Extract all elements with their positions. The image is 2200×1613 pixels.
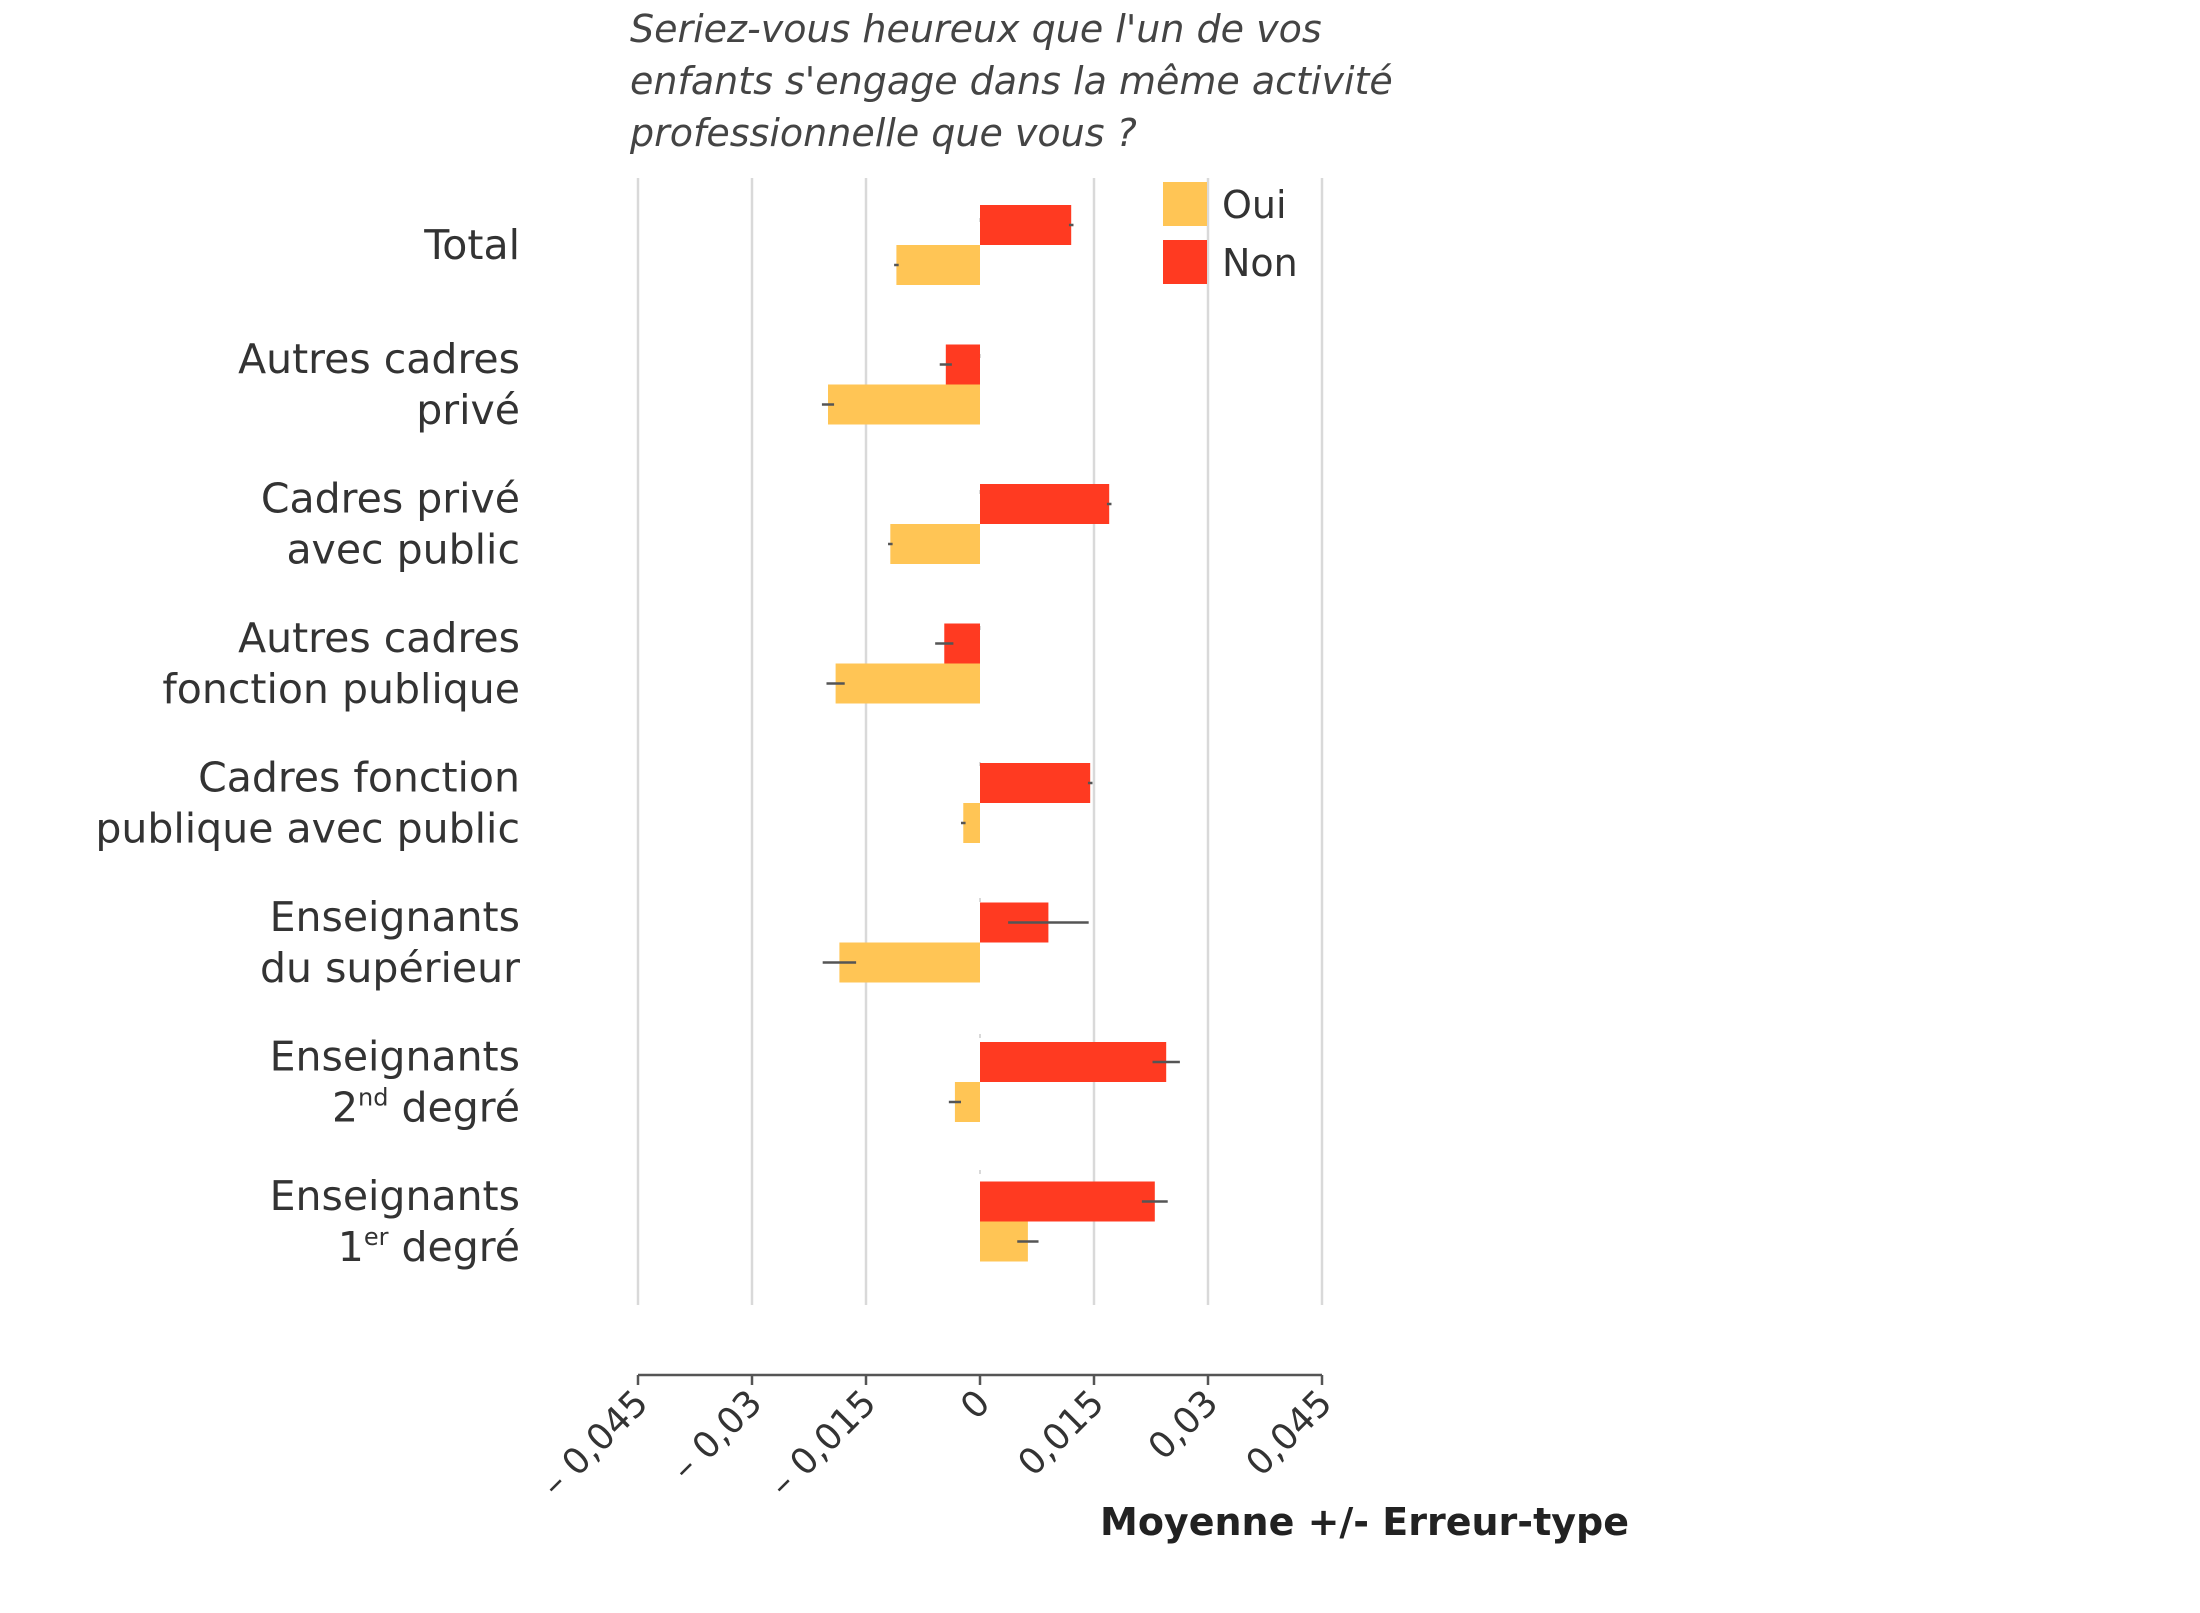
x-axis-label: Moyenne +/- Erreur-type (1100, 1500, 1629, 1544)
category-label: Enseignants (270, 1172, 520, 1220)
legend-label-non: Non (1222, 241, 1298, 285)
category-label: Cadres fonction (198, 754, 520, 802)
category-label: fonction publique (162, 665, 520, 713)
category-label: 2nd degré (332, 1084, 520, 1132)
x-tick-label: – 0,045 (534, 1382, 657, 1505)
x-tick-label: 0 (953, 1382, 998, 1427)
legend-swatch-non (1163, 240, 1207, 284)
bars (821, 205, 1180, 1262)
category-label: Autres cadres (238, 614, 520, 662)
category-label: 1er degré (338, 1223, 520, 1271)
category-label: Enseignants (270, 1033, 520, 1081)
chart-title-line: professionnelle que vous ? (629, 111, 1137, 155)
category-label: avec public (286, 526, 520, 574)
legend-swatch-oui (1163, 182, 1207, 226)
x-tick-label: 0,015 (1010, 1382, 1112, 1484)
bar-oui (890, 524, 980, 564)
x-tick-label: 0,045 (1238, 1382, 1340, 1484)
bar-oui (828, 384, 980, 425)
bar-oui (839, 942, 980, 983)
category-label: Autres cadres (238, 335, 520, 383)
bar-non (980, 763, 1091, 803)
category-label: du supérieur (260, 944, 520, 992)
x-axis: – 0,045– 0,03– 0,015 0 0,015 0,03 0,045 (534, 1373, 1340, 1505)
grid-lines (636, 178, 1324, 1305)
category-label: Cadres privé (261, 475, 520, 523)
x-tick-label: – 0,015 (762, 1382, 885, 1505)
x-tick-label: – 0,03 (664, 1382, 770, 1488)
bar-oui (835, 663, 980, 704)
category-label: publique avec public (95, 805, 520, 853)
category-label: Total (423, 221, 520, 269)
legend: Oui Non (1163, 182, 1298, 285)
chart-title: Seriez-vous heureux que l'un de vos enfan… (629, 7, 1393, 155)
bar-non (980, 205, 1072, 245)
legend-label-oui: Oui (1222, 183, 1287, 227)
chart-title-line: Seriez-vous heureux que l'un de vos (630, 7, 1322, 51)
bar-non (980, 484, 1110, 524)
category-label: Enseignants (270, 893, 520, 941)
x-tick-label: 0,03 (1141, 1382, 1227, 1468)
bar-oui (963, 803, 980, 843)
chart-title-line: enfants s'engage dans la même activité (630, 59, 1393, 103)
category-label: privé (416, 386, 520, 434)
bar-non (980, 1181, 1155, 1222)
bar-non (980, 1042, 1167, 1082)
bar-oui (896, 245, 980, 285)
